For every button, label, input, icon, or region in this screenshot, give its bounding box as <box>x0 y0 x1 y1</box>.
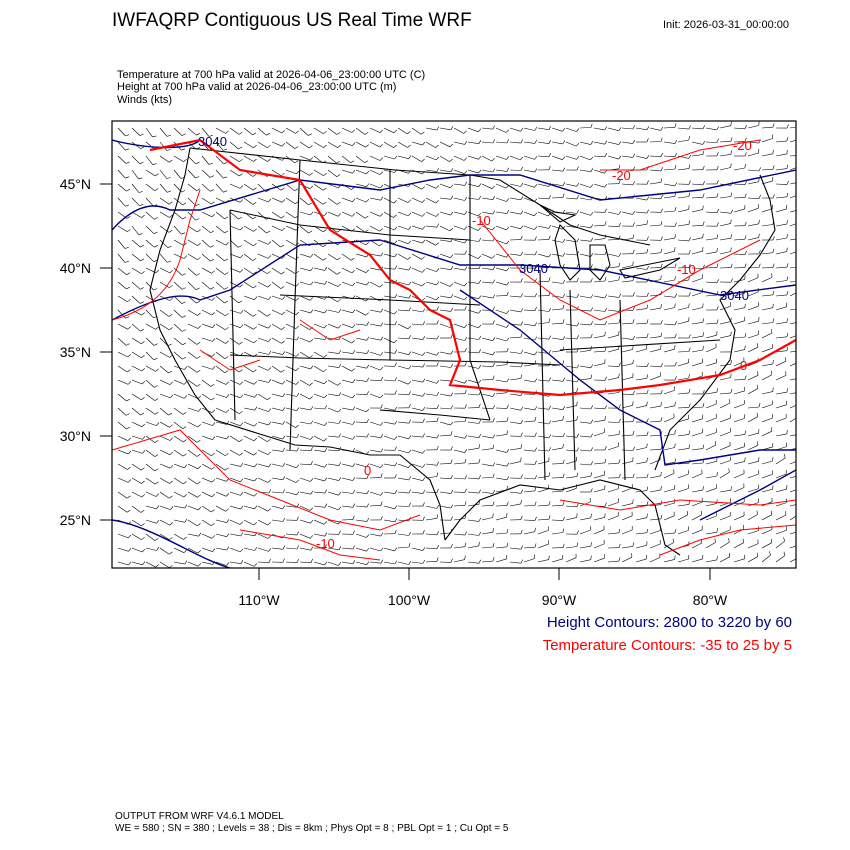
height-label: 3040 <box>720 288 749 303</box>
temp-label: -10 <box>316 536 335 551</box>
subtitle-temperature: Temperature at 700 hPa valid at 2026-04-… <box>117 69 426 81</box>
height-contours <box>112 139 796 568</box>
lon-label: 110°W <box>238 592 280 608</box>
lat-ticks <box>100 183 112 521</box>
height-label: 3040 <box>198 134 227 149</box>
height-contour-legend: Height Contours: 2800 to 3220 by 60 <box>546 614 792 631</box>
lon-label: 90°W <box>542 592 577 608</box>
state-boundaries <box>149 147 776 556</box>
lat-label: 35°N <box>60 344 91 360</box>
temp-label: 0 <box>364 463 371 478</box>
subtitle-height: Height at 700 hPa valid at 2026-04-06_23… <box>117 81 397 93</box>
lat-label: 40°N <box>60 260 91 276</box>
temp-label: 0 <box>740 358 747 373</box>
temp-label: -10 <box>472 213 491 228</box>
lat-axis-labels: 45°N 40°N 35°N 30°N 25°N <box>60 176 91 528</box>
height-contour-labels: 3040 3040 3040 <box>198 134 749 303</box>
model-footer-details: WE = 580 ; SN = 380 ; Levels = 38 ; Dis … <box>115 823 509 834</box>
temperature-contours <box>112 138 796 561</box>
lon-label: 80°W <box>693 592 728 608</box>
temperature-contour-labels: -20 -20 -10 -10 0 0 -10 <box>316 138 752 551</box>
temp-label: -20 <box>733 138 752 153</box>
subtitle-winds: Winds (kts) <box>117 94 172 106</box>
lon-label: 100°W <box>388 592 431 608</box>
temp-label: -20 <box>612 168 631 183</box>
init-time: Init: 2026-03-31_00:00:00 <box>663 19 789 31</box>
lon-ticks <box>258 568 711 580</box>
height-label: 3040 <box>519 261 548 276</box>
lat-label: 45°N <box>60 176 91 192</box>
map-title: IWFAQRP Contiguous US Real Time WRF <box>112 10 472 31</box>
lon-axis-labels: 110°W 100°W 90°W 80°W <box>238 592 728 608</box>
lat-label: 25°N <box>60 512 91 528</box>
temperature-contour-legend: Temperature Contours: -35 to 25 by 5 <box>542 637 792 654</box>
temp-label: -10 <box>677 262 696 277</box>
map-frame <box>111 120 797 569</box>
model-footer-title: OUTPUT FROM WRF V4.6.1 MODEL <box>115 811 284 822</box>
lat-label: 30°N <box>60 428 91 444</box>
